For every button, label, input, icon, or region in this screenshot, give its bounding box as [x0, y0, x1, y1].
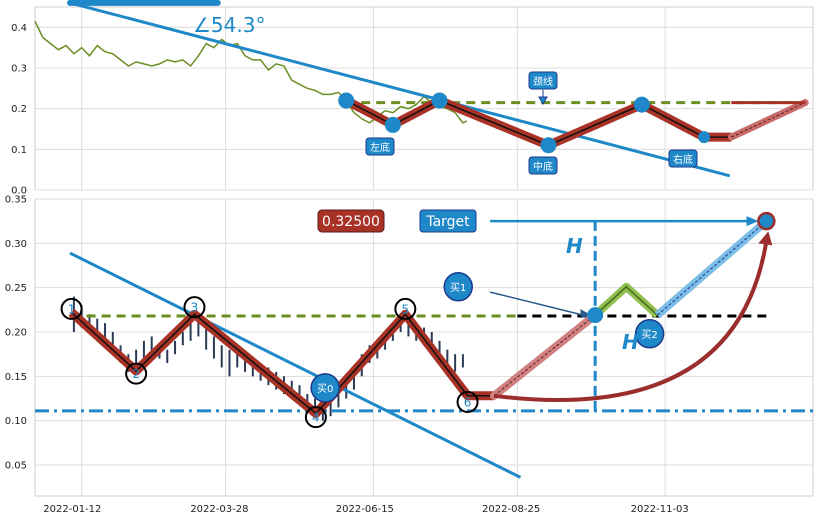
- top-ytick-label: 0.0: [11, 186, 27, 197]
- target-arrowhead: [746, 216, 759, 227]
- neckline-annotation-arrowhead: [538, 96, 548, 106]
- target-point: [757, 211, 776, 231]
- projection-up-core: [493, 314, 596, 397]
- pivot-label: 2: [132, 367, 140, 381]
- neckline-annotation-text: 颈线: [533, 75, 553, 88]
- pivot-circle: [394, 297, 417, 320]
- right-bottom-annotation-box: [668, 149, 698, 168]
- pivot-label: 1: [68, 302, 76, 316]
- top-pattern-point: [384, 116, 401, 133]
- buy-point-2: [634, 319, 665, 349]
- pivot-label: 5: [402, 302, 410, 316]
- top-ytick-label: 0.3: [11, 64, 27, 75]
- left-bottom-annotation-text: 左底: [370, 141, 390, 154]
- curved-target-arrowhead: [758, 231, 773, 246]
- top-pattern-point: [338, 92, 355, 109]
- top-pattern-point: [633, 96, 650, 113]
- top-pattern-point: [540, 137, 557, 154]
- bottom-ytick-label: 0.20: [5, 327, 27, 338]
- bottom-ytick-label: 0.05: [5, 460, 27, 471]
- curved-target-arrow: [493, 241, 769, 402]
- x-tick-label: 2022-03-28: [190, 504, 248, 515]
- middle-bottom-annotation-text: 中底: [533, 160, 553, 173]
- buy-point-label: 买0: [317, 383, 333, 395]
- top-ytick-label: 0.1: [11, 145, 27, 156]
- top-ytick-label: 0.4: [11, 23, 27, 34]
- pivot-label: 6: [464, 396, 472, 410]
- value-box-text: 0.32500: [322, 214, 380, 230]
- pivot-circle: [125, 362, 148, 385]
- pivot-label: 4: [312, 411, 320, 425]
- projection-blue-core: [657, 220, 767, 316]
- x-tick-label: 2022-11-03: [631, 504, 689, 515]
- x-tick-label: 2022-08-25: [482, 504, 540, 515]
- right-bottom-annotation-text: 右底: [673, 153, 693, 166]
- top-pattern-point: [431, 92, 448, 109]
- value-box: [317, 209, 385, 233]
- top-pattern-point: [698, 131, 711, 144]
- bottom-ytick-label: 0.25: [5, 283, 27, 294]
- bottom-ytick-label: 0.15: [5, 372, 27, 383]
- breakout-point: [587, 307, 604, 324]
- top-price-line: [34, 20, 468, 124]
- height-label-lower: H: [622, 330, 639, 354]
- buy-point-label: 买1: [450, 282, 466, 294]
- zigzag-core: [71, 311, 494, 415]
- buy-point-label: 买2: [641, 329, 657, 341]
- top-ytick-label: 0.2: [11, 104, 27, 115]
- x-tick-label: 2022-01-12: [43, 504, 101, 515]
- pivot-circle: [60, 297, 83, 320]
- target-box-text: Target: [425, 214, 470, 230]
- pivot-circle: [304, 406, 327, 429]
- buy-point-1: [443, 272, 473, 302]
- pivot-label: 3: [191, 301, 199, 315]
- pivot-circle: [183, 296, 206, 319]
- top-trend-line: [69, 1, 731, 178]
- buy-point-0: [310, 373, 340, 403]
- target-box: [419, 209, 477, 233]
- neckline-annotation-box: [528, 71, 558, 90]
- left-bottom-annotation-box: [365, 137, 395, 156]
- x-tick-label: 2022-06-15: [336, 504, 394, 515]
- top-projection-core: [731, 102, 806, 138]
- bottom-ytick-label: 0.30: [5, 239, 27, 250]
- projection-green-core: [594, 285, 658, 316]
- angle-label: ∠54.3°: [193, 13, 265, 37]
- bottom-ytick-label: 0.35: [5, 195, 27, 206]
- middle-bottom-annotation-box: [528, 156, 558, 175]
- height-label-upper: H: [566, 234, 583, 258]
- pivot-circle: [456, 391, 479, 414]
- bottom-ytick-label: 0.10: [5, 416, 27, 427]
- buy1-arrow-line: [489, 291, 584, 316]
- bottom-trend-line: [69, 251, 522, 479]
